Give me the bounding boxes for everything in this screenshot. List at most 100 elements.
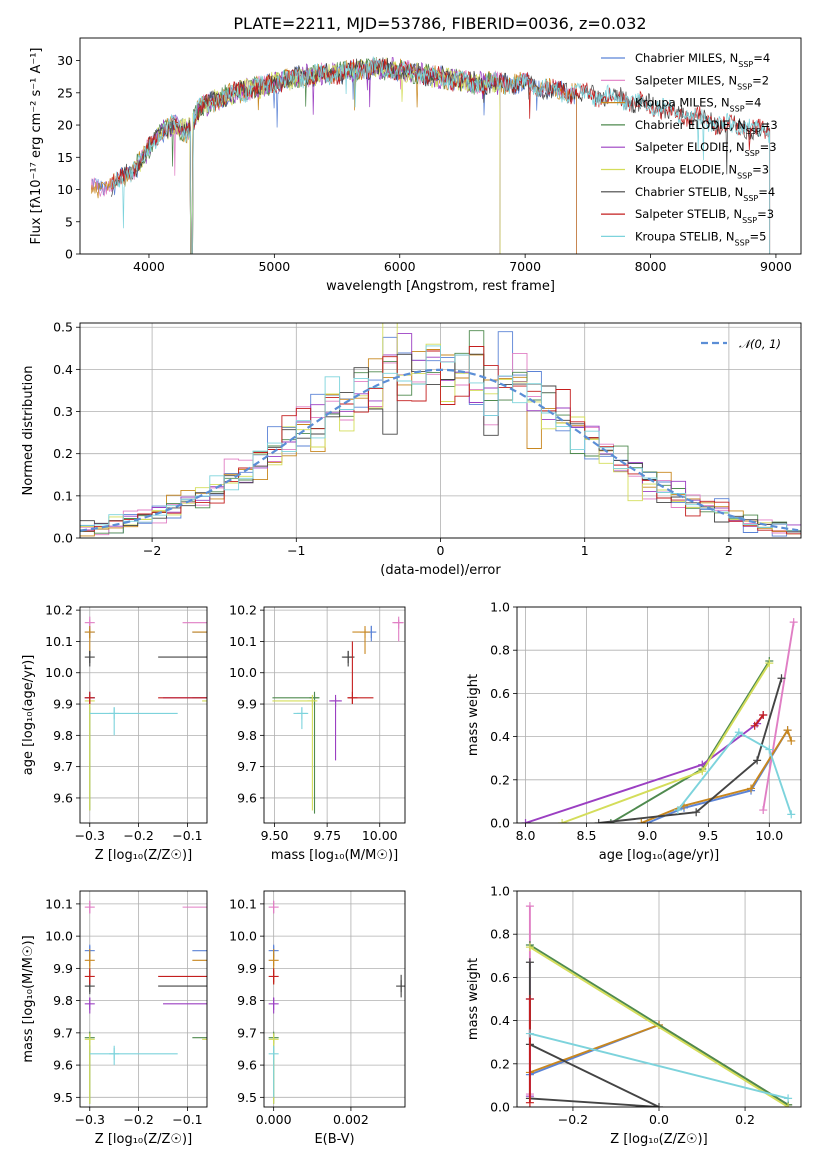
errorbar-point [347, 641, 374, 705]
panel-spectrum: 4000 5000 6000 7000 8000 9000 0 5 10 15 20 25 30 wave… [29, 37, 802, 294]
panel-weight-vs-metallicity: −0.2 0.0 0.2 0.0 0.2 0.4 0.6 0.8 1.0 Z [log₁₀(Z/Z… [466, 884, 802, 1147]
y-tick-label: 15 [57, 150, 73, 165]
y-tick-label: 9.9 [237, 961, 257, 976]
weight-marker [558, 819, 567, 823]
weight-marker [673, 806, 682, 815]
y-axis-label: Normed distribution [21, 366, 36, 496]
y-tick-label: 1.0 [490, 600, 510, 615]
legend-entry: Salpeter MILES, NSSP=2 [635, 73, 769, 91]
x-tick-label: −0.3 [75, 1112, 105, 1127]
x-tick-label: 4000 [133, 259, 165, 274]
axes-frame [79, 606, 208, 824]
axes-frame [516, 890, 802, 1108]
errorbar-point [272, 694, 318, 811]
weight-line [598, 678, 783, 823]
y-axis-label: age [log₁₀(age/yr)] [21, 655, 36, 776]
y-tick-label: 9.6 [237, 1058, 257, 1073]
weight-marker [747, 784, 756, 793]
x-tick-label: 0.0 [649, 1112, 669, 1127]
weight-marker [594, 819, 603, 823]
panel-residuals: −2 −1 0 1 2 0.0 0.1 0.2 0.3 0.4 0.5 (data-model)/er… [21, 320, 802, 578]
weight-marker [753, 756, 762, 765]
x-tick-label: 9.50 [261, 828, 289, 843]
y-tick-label: 9.7 [237, 1025, 257, 1040]
x-tick-label: 6000 [384, 259, 416, 274]
panel-weight-vs-age: 8.0 8.5 9.0 9.5 10.0 0.0 0.2 0.4 0.6 0.8 1.0 age [l… [466, 600, 802, 863]
weight-marker [525, 995, 534, 1003]
x-tick-label: 9.75 [313, 828, 341, 843]
y-tick-label: 30 [57, 53, 73, 68]
y-tick-label: 10.0 [45, 665, 73, 680]
y-tick-label: 10.1 [45, 896, 73, 911]
legend-entry: Kroupa ELODIE, NSSP=3 [635, 163, 769, 181]
x-axis-label: (data-model)/error [380, 563, 501, 578]
errorbar-point [329, 694, 342, 761]
x-tick-label: −0.2 [123, 1112, 153, 1127]
x-axis-label: mass [log₁₀(M/M☉)] [271, 848, 398, 863]
weight-line [529, 944, 789, 1106]
x-tick-label: 8000 [635, 259, 667, 274]
weight-marker [784, 1103, 793, 1107]
weight-marker [789, 618, 798, 627]
axes-frame [263, 606, 406, 824]
plot-marks [84, 900, 207, 1104]
y-tick-label: 10.1 [229, 634, 257, 649]
y-tick-label: 9.5 [237, 1090, 257, 1105]
y-tick-label: 9.6 [53, 790, 73, 805]
weight-marker [734, 728, 743, 737]
y-tick-label: 9.8 [53, 993, 73, 1008]
y-tick-label: 10.2 [45, 603, 73, 618]
spectrum-line [110, 56, 771, 254]
x-tick-label: 1 [581, 543, 589, 558]
y-tick-label: 10.2 [229, 603, 257, 618]
y-tick-label: 10.0 [45, 929, 73, 944]
axes-frame [516, 606, 802, 824]
errorbar-point [392, 616, 404, 642]
y-axis-label: mass weight [466, 674, 481, 756]
errorbar-point [84, 968, 207, 985]
weight-marker [759, 711, 768, 719]
errorbar-point [89, 707, 178, 736]
plot-area [517, 607, 801, 823]
weight-marker [787, 736, 796, 745]
legend-entry: Chabrier ELODIE, NSSP=3 [635, 118, 778, 136]
y-tick-label: 0.2 [53, 446, 73, 461]
panel-age-vs-metallicity: −0.3 −0.2 −0.1 9.6 9.7 9.8 9.9 10.0 10.1 10.2 Z [l… [21, 603, 208, 863]
weight-line [529, 1032, 789, 1100]
weight-marker [692, 808, 701, 817]
y-tick-label: 0.5 [53, 320, 73, 335]
weight-marker [784, 1094, 793, 1103]
x-tick-label: 9.5 [698, 828, 718, 843]
errorbar-point [84, 1033, 207, 1104]
errorbar-point [84, 626, 207, 654]
x-tick-label: 0.002 [333, 1112, 369, 1127]
x-tick-label: −0.1 [172, 1112, 202, 1127]
y-tick-label: 0.4 [490, 1013, 510, 1028]
y-tick-label: 10 [57, 182, 73, 197]
weight-marker [525, 1029, 534, 1038]
weight-line [677, 731, 793, 815]
y-tick-label: 9.7 [53, 1025, 73, 1040]
x-tick-label: 0.000 [256, 1112, 292, 1127]
plot-marks [272, 616, 404, 814]
x-tick-label: 7000 [509, 259, 541, 274]
y-tick-label: 20 [57, 118, 73, 133]
x-tick-label: 8.5 [577, 828, 597, 843]
y-tick-label: 0.3 [53, 404, 73, 419]
x-tick-label: 10.00 [362, 828, 398, 843]
x-tick-label: 5000 [258, 259, 290, 274]
weight-marker [787, 810, 796, 819]
residual-histogram [80, 346, 801, 535]
x-axis-label: age [log₁₀(age/yr)] [599, 848, 720, 863]
weight-marker [637, 819, 646, 823]
panel-mass-vs-ebv: 0.000 0.002 9.5 9.6 9.7 9.8 9.9 10.0 10.1 E(B-V) [229, 890, 406, 1147]
spectrum-line [110, 59, 771, 254]
y-axis-label: mass weight [466, 958, 481, 1040]
weight-marker [525, 1098, 534, 1107]
y-tick-label: 9.8 [237, 728, 257, 743]
y-tick-label: 9.9 [53, 961, 73, 976]
y-tick-label: 9.6 [53, 1058, 73, 1073]
plot-marks [90, 56, 771, 254]
y-tick-label: 0.0 [490, 1100, 510, 1115]
y-tick-label: 9.6 [237, 790, 257, 805]
